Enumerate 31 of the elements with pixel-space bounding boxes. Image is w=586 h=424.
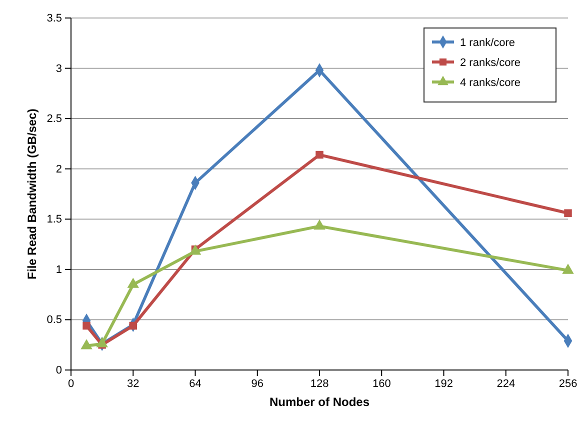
point	[96, 337, 108, 348]
y-tick-label: 0	[56, 364, 62, 377]
point	[129, 322, 137, 330]
y-tick-label: 1	[56, 264, 62, 276]
y-tick-label: 0.5	[46, 314, 62, 326]
point	[314, 219, 326, 230]
y-tick-label: 2	[56, 163, 62, 176]
y-tick-label: 2.5	[46, 113, 62, 126]
legend-label: 1 rank/core	[460, 37, 516, 49]
point	[316, 150, 324, 159]
point	[562, 264, 574, 274]
x-tick-label: 128	[310, 378, 329, 390]
point	[127, 278, 140, 288]
point	[564, 209, 572, 217]
x-tick-label: 256	[558, 378, 578, 390]
x-tick-label: 160	[372, 378, 391, 390]
x-tick-label: 64	[189, 378, 202, 390]
y-tick-label: 3	[56, 62, 62, 75]
y-axis-title: File Read Bandwidth (GB/sec)	[25, 108, 39, 280]
x-axis-title: Number of Nodes	[269, 395, 370, 409]
x-tick-label: 32	[127, 378, 140, 390]
y-tick-label: 1.5	[46, 214, 62, 226]
x-tick-label: 96	[251, 378, 264, 390]
point	[82, 322, 90, 330]
x-tick-label: 224	[496, 378, 516, 390]
x-tick-label: 192	[434, 378, 453, 390]
y-tick-label: 3.5	[46, 12, 62, 25]
legend-label: 4 ranks/core	[460, 77, 521, 89]
legend-label: 2 ranks/core	[460, 57, 521, 69]
x-tick-label: 0	[68, 378, 74, 390]
point	[80, 339, 92, 350]
